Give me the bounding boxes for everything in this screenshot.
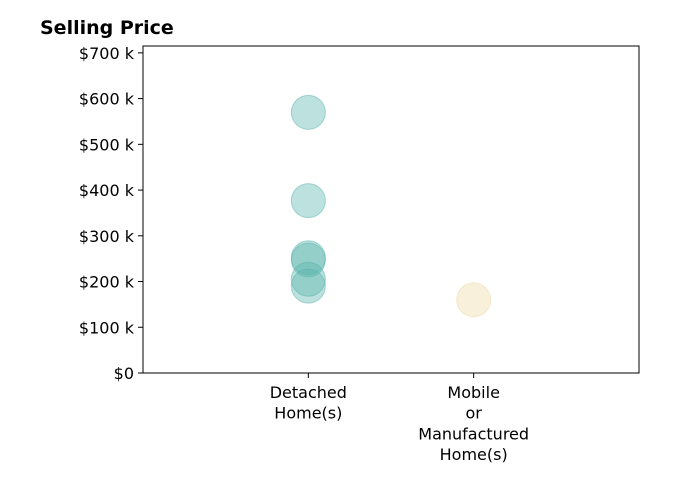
y-tick-label: $400 k — [79, 181, 135, 200]
x-axis: Detached Home(s) Mobile or Manufactured Home(… — [270, 373, 529, 464]
data-points — [290, 94, 492, 318]
y-tick-label: $200 k — [79, 273, 135, 292]
y-tick-label: $500 k — [79, 135, 135, 154]
chart-title: Selling Price — [40, 17, 174, 39]
x-tick-label: Mobile or Manufactured Home(s) — [418, 383, 529, 464]
data-point — [290, 268, 326, 304]
y-tick-label: $100 k — [79, 318, 135, 337]
data-point — [290, 183, 326, 219]
data-point — [290, 94, 326, 130]
plot-frame — [142, 45, 640, 374]
data-point — [290, 261, 326, 297]
y-tick-label: $700 k — [79, 44, 135, 63]
y-axis: $0 $100 k $200 k $300 k $400 k $500 k $600 k $7… — [79, 44, 143, 383]
y-tick-label: $0 — [114, 364, 134, 383]
x-tick-label: Detached Home(s) — [270, 383, 347, 423]
data-point — [456, 282, 492, 318]
y-tick-label: $600 k — [79, 90, 135, 109]
data-point — [290, 242, 326, 278]
y-tick-label: $300 k — [79, 227, 135, 246]
